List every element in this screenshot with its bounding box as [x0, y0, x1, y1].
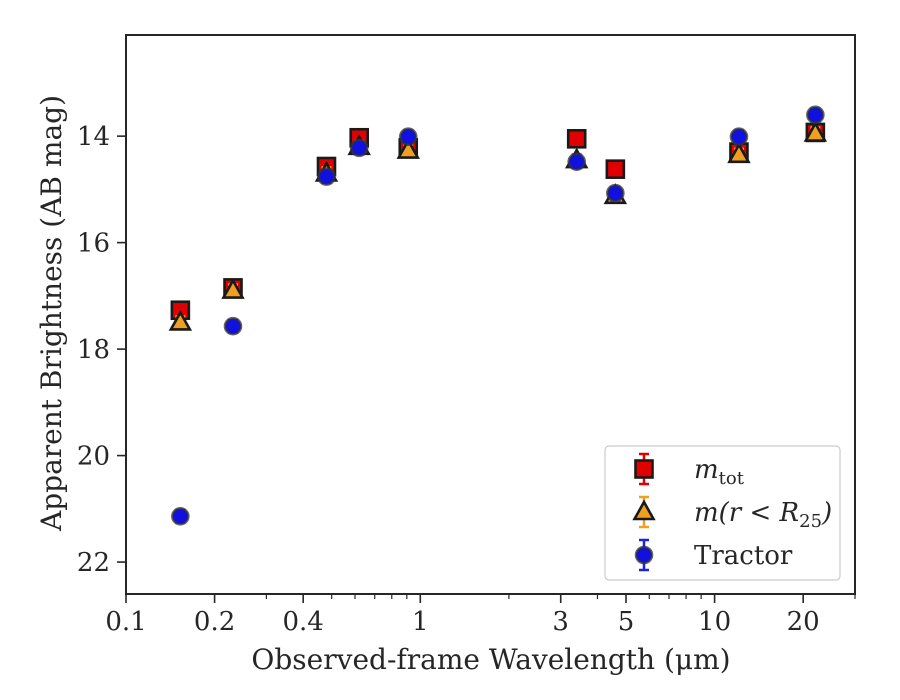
legend-marker-tractor: [634, 545, 654, 565]
y-axis-label: Apparent Brightness (AB mag): [35, 95, 68, 532]
legend-item-tractor: Tractor: [634, 538, 793, 572]
legend-item-mtot: mtot: [634, 452, 745, 489]
tractor-point-4: [398, 127, 418, 146]
x-axis: 0.1 0.2 0.4 1 3 5 10 20: [105, 594, 856, 637]
legend-label-main-mtot: m: [694, 455, 719, 485]
x-tick-label-7: 20: [787, 607, 820, 637]
legend-label-sub-mtot: tot: [719, 468, 745, 489]
series-tractor: [171, 105, 825, 526]
y-tick-label-3: 20: [77, 442, 110, 472]
tractor-point-2: [317, 167, 336, 186]
tractor-point-8: [806, 105, 825, 125]
mr25-point-0: [168, 309, 193, 331]
legend-box: [604, 445, 841, 581]
tractor-point-3: [349, 138, 369, 158]
tractor-point-1: [223, 316, 243, 336]
x-tick-label-1: 0.2: [194, 607, 235, 637]
tractor-point-0: [171, 506, 190, 526]
plot-frame: [125, 34, 856, 595]
legend-label-mr25: m(r < R25): [694, 498, 832, 532]
legend-label-main-mr25: m(r < R: [694, 498, 799, 528]
legend-item-mr25: m(r < R25): [632, 495, 832, 532]
mtot-point-5: [566, 129, 587, 149]
mtot-point-6: [605, 159, 626, 179]
legend-label-mtot: mtot: [694, 455, 745, 489]
legend-label-tail-mr25: ): [821, 498, 832, 528]
legend-marker-mtot: [634, 459, 654, 479]
legend-label-sub-mr25: 25: [799, 511, 822, 532]
plot-marks: [168, 105, 828, 526]
x-tick-label-5: 5: [618, 607, 635, 637]
legend: mtot m(r < R25) Tractor: [604, 445, 841, 581]
x-tick-label-4: 3: [552, 607, 569, 637]
x-axis-label: Observed-frame Wavelength (μm): [251, 643, 730, 676]
mr25-point-1: [221, 277, 245, 299]
y-tick-label-4: 22: [77, 548, 110, 578]
legend-label-tractor: Tractor: [694, 541, 793, 571]
mr25-point-4: [396, 137, 420, 159]
y-tick-label-2: 18: [77, 335, 110, 365]
legend-marker-mr25: [632, 499, 656, 521]
mr25-point-7: [727, 142, 751, 164]
y-axis: 14 16 18 20 22: [77, 122, 126, 578]
legend-label-main-tractor: Tractor: [694, 541, 793, 571]
x-tick-label-6: 10: [698, 607, 731, 637]
y-tick-label-0: 14: [77, 122, 110, 152]
tractor-point-6: [606, 183, 625, 203]
y-tick-label-1: 16: [77, 229, 110, 259]
x-tick-label-2: 0.4: [283, 607, 324, 637]
mr25-point-8: [803, 120, 828, 142]
tractor-point-7: [729, 127, 749, 146]
tractor-point-5: [567, 152, 587, 172]
x-tick-label-0: 0.1: [105, 607, 146, 637]
x-tick-label-3: 1: [412, 607, 429, 637]
